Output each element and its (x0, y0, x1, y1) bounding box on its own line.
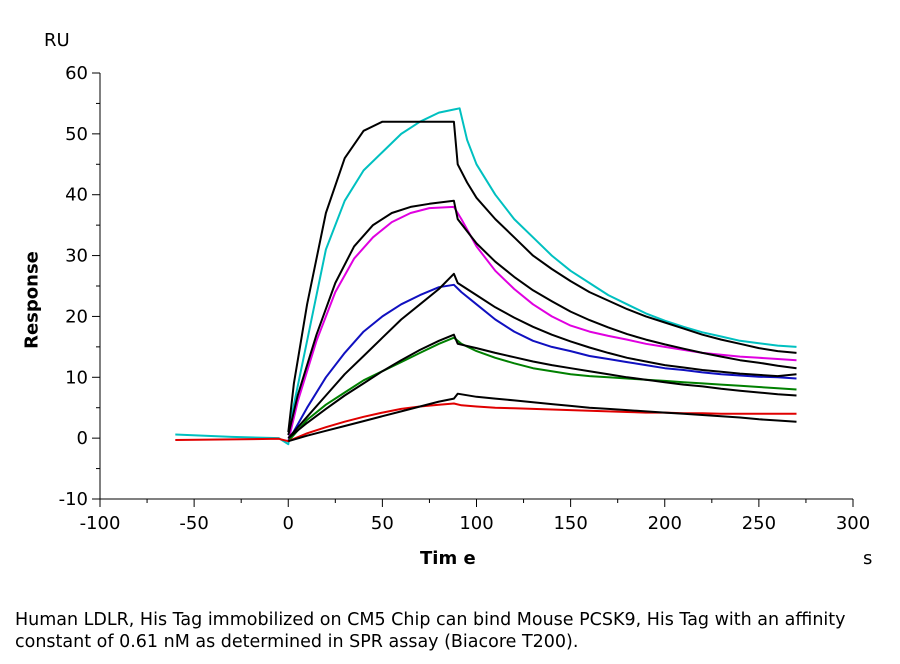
x-tick-label: -50 (179, 513, 208, 534)
series-line-2 (287, 120, 797, 433)
x-unit-label: s (863, 548, 873, 569)
y-tick-label: 40 (65, 185, 88, 206)
x-axis-label: Tim e (420, 548, 476, 569)
series-line-3 (287, 205, 797, 442)
series-line-5 (287, 283, 797, 442)
y-tick-label: 10 (65, 367, 88, 388)
series-line-9 (175, 402, 797, 443)
series-line-6 (287, 272, 797, 439)
y-axis-label: Response (21, 251, 43, 349)
figure-caption: Human LDLR, His Tag immobilized on CM5 C… (15, 610, 846, 652)
x-tick-label: 300 (836, 513, 870, 534)
y-tick-label: 30 (65, 246, 88, 267)
series-layer (175, 107, 797, 446)
y-unit-label: RU (44, 30, 70, 51)
y-tick-label: 50 (65, 124, 88, 145)
x-tick-label: 250 (742, 513, 776, 534)
y-tick-label: -10 (59, 489, 88, 510)
x-tick-label: 100 (459, 513, 493, 534)
x-tick-label: 50 (371, 513, 394, 534)
x-tick-label: -100 (80, 513, 121, 534)
x-tick-label: 0 (283, 513, 294, 534)
series-line-1 (175, 107, 797, 446)
series-line-4 (287, 199, 797, 436)
y-tick-label: 60 (65, 63, 88, 84)
x-tick-label: 150 (553, 513, 587, 534)
y-tick-label: 0 (77, 428, 88, 449)
y-tick-label: 20 (65, 306, 88, 327)
x-tick-label: 200 (648, 513, 682, 534)
series-line-8 (287, 333, 797, 439)
series-line-10 (288, 392, 797, 443)
